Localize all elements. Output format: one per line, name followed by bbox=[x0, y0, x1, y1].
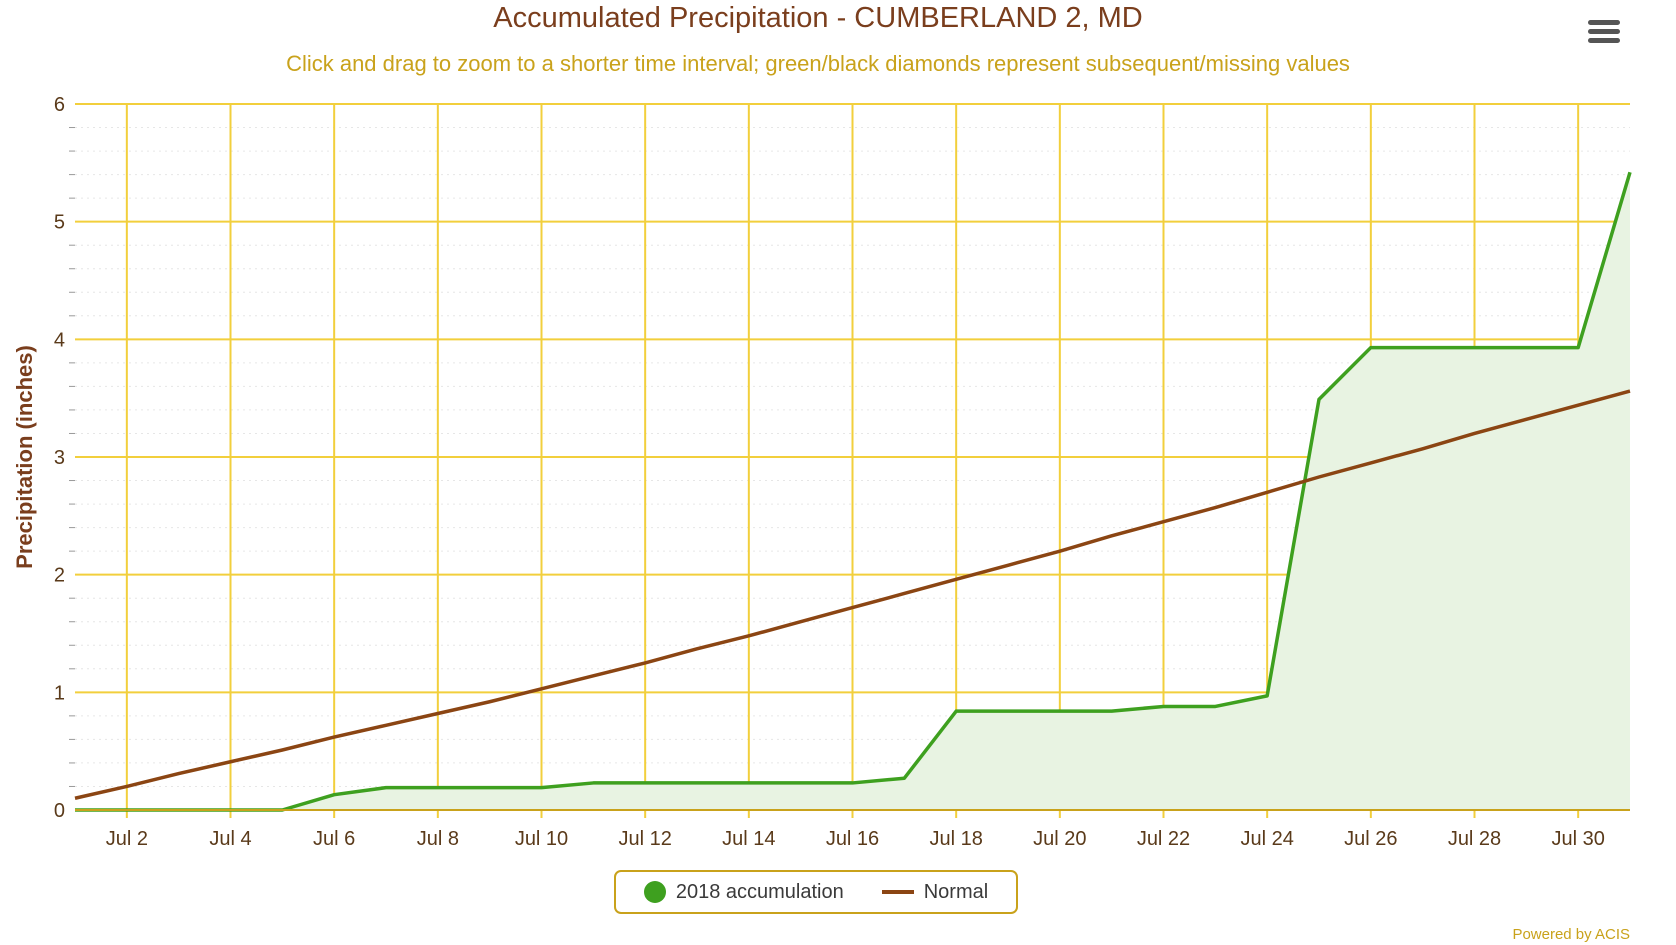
x-tick-label: Jul 20 bbox=[1033, 828, 1086, 850]
series-layer bbox=[74, 171, 1632, 812]
x-tick-label: Jul 16 bbox=[826, 828, 879, 850]
y-tick-label: 4 bbox=[54, 329, 65, 351]
legend: 2018 accumulation Normal bbox=[614, 870, 1018, 914]
y-tick-label: 5 bbox=[54, 212, 65, 234]
y-tick-label: 1 bbox=[54, 682, 65, 704]
x-tick-label: Jul 8 bbox=[417, 828, 459, 850]
legend-item-normal[interactable]: Normal bbox=[881, 880, 989, 904]
x-tick-label: Jul 22 bbox=[1137, 828, 1190, 850]
x-tick-label: Jul 24 bbox=[1240, 828, 1293, 850]
x-tick-label: Jul 26 bbox=[1344, 828, 1397, 850]
x-tick-label: Jul 2 bbox=[106, 828, 148, 850]
accumulation-area bbox=[75, 172, 1630, 810]
credits-link[interactable]: Powered by ACIS bbox=[1512, 926, 1630, 943]
x-tick-label: Jul 4 bbox=[209, 828, 251, 850]
menu-bar bbox=[1588, 29, 1620, 34]
y-tick-label: 6 bbox=[54, 94, 65, 116]
chart-subtitle: Click and drag to zoom to a shorter time… bbox=[286, 51, 1350, 76]
menu-bar bbox=[1588, 38, 1620, 43]
legend-circle-icon bbox=[643, 881, 666, 903]
hamburger-menu-icon[interactable] bbox=[1584, 16, 1624, 50]
chart-title: Accumulated Precipitation - CUMBERLAND 2… bbox=[493, 2, 1143, 34]
menu-bar bbox=[1588, 20, 1620, 25]
y-tick-label: 3 bbox=[54, 447, 65, 469]
y-tick-label: 0 bbox=[54, 800, 65, 822]
axes: 0 1 2 3 4 5 6 Jul 2 Jul 4 Jul 6 Jul 8 Jul 10 Jul 12 J… bbox=[12, 94, 1630, 850]
x-tick-label: Jul 18 bbox=[929, 828, 982, 850]
x-tick-label: Jul 12 bbox=[618, 828, 671, 850]
legend-item-accumulation[interactable]: 2018 accumulation bbox=[643, 880, 844, 904]
x-tick-label: Jul 28 bbox=[1448, 828, 1501, 850]
legend-label: Normal bbox=[923, 880, 989, 903]
accumulation-series-line bbox=[75, 171, 1632, 812]
y-axis-title: Precipitation (inches) bbox=[12, 345, 37, 569]
x-tick-label: Jul 30 bbox=[1551, 828, 1604, 850]
legend-label: 2018 accumulation bbox=[675, 880, 844, 903]
x-tick-label: Jul 10 bbox=[515, 828, 568, 850]
legend-line-icon bbox=[881, 890, 914, 894]
normal-series-line bbox=[74, 389, 1631, 800]
y-tick-label: 2 bbox=[54, 565, 65, 587]
x-tick-label: Jul 6 bbox=[313, 828, 355, 850]
x-tick-label: Jul 14 bbox=[722, 828, 775, 850]
